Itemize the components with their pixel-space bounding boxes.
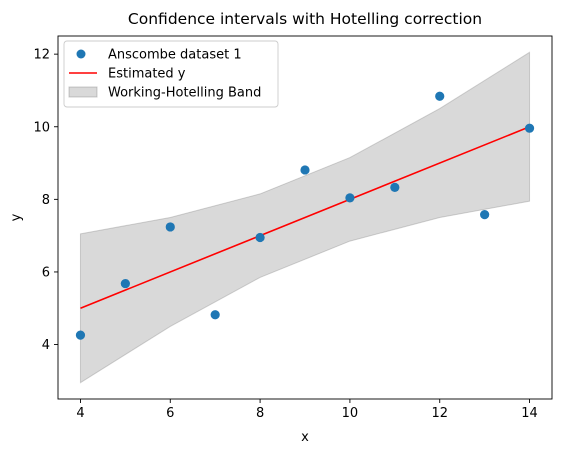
scatter-point (120, 278, 130, 289)
scatter-point (210, 310, 220, 320)
x-axis: 4 6 8 10 12 14 (76, 399, 538, 421)
plot-frame (57, 35, 553, 400)
legend-label-line: Estimated y (108, 67, 186, 82)
scatter-point (435, 91, 445, 101)
x-tick-label: 6 (166, 406, 174, 421)
chart-title: Confidence intervals with Hotelling corr… (128, 10, 482, 28)
legend-label-scatter: Anscombe dataset 1 (108, 48, 242, 63)
legend-box (63, 40, 279, 108)
y-tick-label: 8 (42, 193, 50, 208)
x-axis-label: x (301, 430, 309, 445)
scatter-point (524, 123, 535, 133)
x-tick-label: 12 (431, 406, 448, 421)
y-tick-label: 6 (42, 265, 50, 280)
scatter-point (75, 330, 86, 340)
estimated-line (80, 126, 530, 309)
scatter-point (165, 222, 175, 232)
plot-area (57, 35, 553, 400)
y-axis: 4 6 8 10 12 (33, 48, 58, 353)
y-tick-label: 4 (42, 338, 50, 353)
legend-marker-scatter (76, 49, 86, 59)
legend: Anscombe dataset 1 Estimated y Working-H… (63, 40, 279, 108)
x-tick-label: 8 (256, 406, 264, 421)
scatter-layer (75, 91, 535, 340)
x-tick-label: 4 (76, 406, 84, 421)
scatter-point (390, 182, 400, 192)
line-layer (80, 126, 530, 309)
y-axis-label: y (9, 213, 24, 221)
x-tick-label: 14 (521, 406, 538, 421)
scatter-point (255, 232, 265, 243)
y-tick-label: 12 (33, 48, 50, 63)
scatter-point (480, 209, 490, 220)
y-tick-label: 10 (33, 120, 50, 135)
scatter-point (345, 193, 355, 203)
legend-label-band: Working-Hotelling Band (108, 86, 261, 101)
scatter-point (300, 165, 310, 175)
legend-marker-band (68, 86, 98, 98)
x-tick-label: 10 (342, 406, 359, 421)
